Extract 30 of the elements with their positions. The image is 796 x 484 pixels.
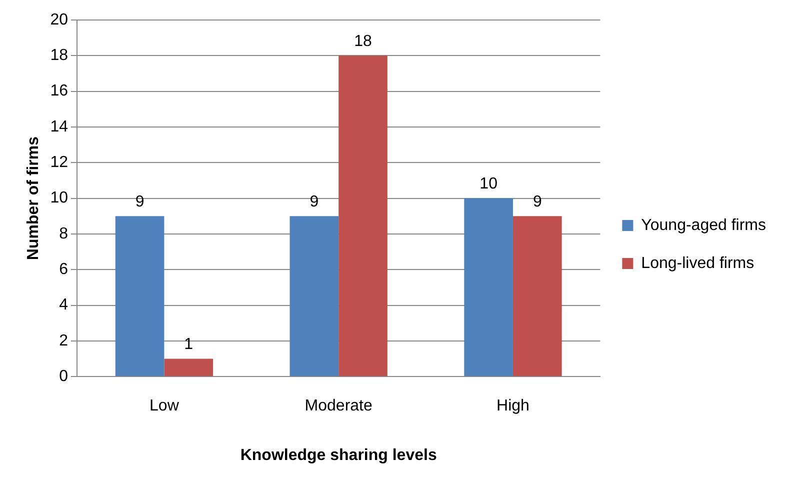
x-axis-title: Knowledge sharing levels [240, 446, 437, 464]
data-label: 10 [480, 176, 498, 193]
legend-label: Long-lived firms [641, 254, 754, 272]
data-label: 9 [310, 194, 319, 211]
x-tick-label: Moderate [304, 398, 372, 415]
y-tick-label: 10 [50, 190, 68, 207]
y-tick-label: 6 [59, 261, 68, 278]
x-tick-label: High [496, 398, 530, 415]
y-tick-label: 16 [50, 82, 68, 100]
y-tick-label: 8 [59, 225, 68, 242]
bar [512, 216, 562, 376]
y-tick-label: 4 [59, 296, 68, 314]
y-axis-title: Number of firms [25, 136, 42, 260]
legend-label: Young-aged firms [641, 216, 766, 234]
bar [338, 56, 388, 376]
y-tick-label: 20 [50, 11, 68, 28]
y-tick-label: 18 [50, 47, 68, 64]
bar [464, 198, 513, 376]
x-tick-label: Low [150, 398, 180, 415]
data-label: 1 [184, 336, 194, 354]
y-tick-label: 0 [59, 368, 68, 386]
y-tick-label: 14 [50, 118, 68, 136]
y-tick-label: 2 [59, 332, 68, 350]
data-label: 9 [532, 194, 542, 211]
data-label: 18 [354, 33, 372, 50]
bar [115, 216, 164, 376]
y-tick-label: 12 [50, 154, 68, 172]
bar [290, 216, 339, 376]
bar [164, 358, 214, 376]
data-label: 9 [135, 194, 144, 211]
